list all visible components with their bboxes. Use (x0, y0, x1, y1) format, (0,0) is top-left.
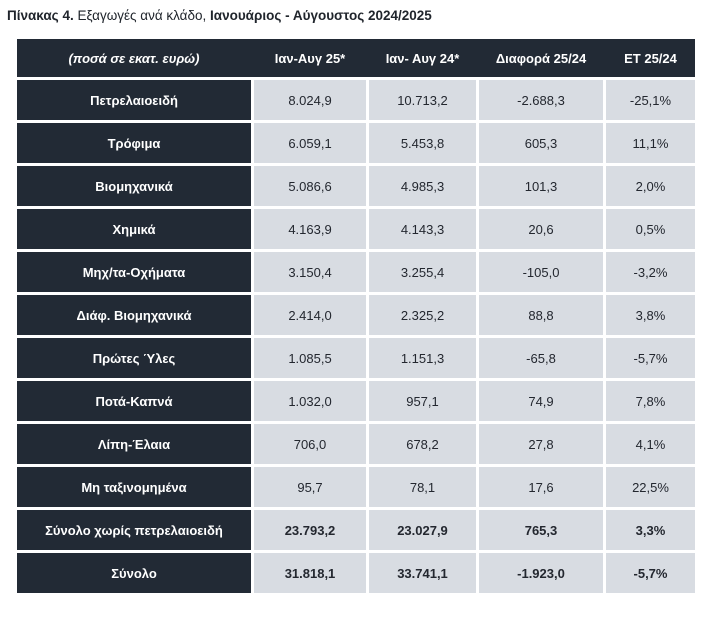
value-cell-rate: 11,1% (606, 123, 695, 163)
value-cell-previous-period: 957,1 (369, 381, 476, 421)
value-cell-difference: -2.688,3 (479, 80, 603, 120)
value-cell-difference: 20,6 (479, 209, 603, 249)
value-cell-current-period: 2.414,0 (254, 295, 366, 335)
value-cell-difference: 101,3 (479, 166, 603, 206)
value-cell-previous-period: 4.143,3 (369, 209, 476, 249)
value-cell-difference: 27,8 (479, 424, 603, 464)
value-cell-previous-period: 4.985,3 (369, 166, 476, 206)
value-cell-previous-period: 678,2 (369, 424, 476, 464)
row-label-cell: Πρώτες Ύλες (17, 338, 251, 378)
value-cell-previous-period: 78,1 (369, 467, 476, 507)
value-cell-current-period: 23.793,2 (254, 510, 366, 550)
exports-by-sector-table: (ποσά σε εκατ. ευρώ) Ιαν-Αυγ 25* Ιαν- Αυγ … (17, 39, 695, 593)
table-row: Τρόφιμα 6.059,1 5.453,8 605,3 11,1% (17, 123, 695, 163)
row-label-cell: Ποτά-Καπνά (17, 381, 251, 421)
row-label-cell: Βιομηχανικά (17, 166, 251, 206)
table-row: Διάφ. Βιομηχανικά 2.414,0 2.325,2 88,8 3… (17, 295, 695, 335)
value-cell-previous-period: 3.255,4 (369, 252, 476, 292)
value-cell-previous-period: 33.741,1 (369, 553, 476, 593)
value-cell-current-period: 6.059,1 (254, 123, 366, 163)
value-cell-previous-period: 1.151,3 (369, 338, 476, 378)
value-cell-current-period: 95,7 (254, 467, 366, 507)
value-cell-difference: 17,6 (479, 467, 603, 507)
row-label-cell: Μη ταξινομημένα (17, 467, 251, 507)
page-title: Πίνακας 4. Εξαγωγές ανά κλάδο, Ιανουάριο… (7, 8, 432, 23)
value-cell-rate: 4,1% (606, 424, 695, 464)
table-header-row: (ποσά σε εκατ. ευρώ) Ιαν-Αυγ 25* Ιαν- Αυγ … (17, 39, 695, 77)
value-cell-difference: 605,3 (479, 123, 603, 163)
table-row: Βιομηχανικά 5.086,6 4.985,3 101,3 2,0% (17, 166, 695, 206)
value-cell-rate: 0,5% (606, 209, 695, 249)
value-cell-current-period: 3.150,4 (254, 252, 366, 292)
table-row: Σύνολο 31.818,1 33.741,1 -1.923,0 -5,7% (17, 553, 695, 593)
value-cell-current-period: 5.086,6 (254, 166, 366, 206)
row-label-cell: Λίπη-Έλαια (17, 424, 251, 464)
value-cell-rate: 22,5% (606, 467, 695, 507)
value-cell-current-period: 8.024,9 (254, 80, 366, 120)
value-cell-previous-period: 5.453,8 (369, 123, 476, 163)
value-cell-rate: -3,2% (606, 252, 695, 292)
value-cell-difference: -1.923,0 (479, 553, 603, 593)
value-cell-difference: 74,9 (479, 381, 603, 421)
row-label-cell: Σύνολο χωρίς πετρελαιοειδή (17, 510, 251, 550)
value-cell-rate: 3,8% (606, 295, 695, 335)
table-row: Πετρελαιοειδή 8.024,9 10.713,2 -2.688,3 … (17, 80, 695, 120)
column-header-1: Ιαν-Αυγ 25* (274, 50, 346, 66)
value-cell-difference: -65,8 (479, 338, 603, 378)
row-label-cell: Σύνολο (17, 553, 251, 593)
value-cell-current-period: 4.163,9 (254, 209, 366, 249)
value-cell-difference: -105,0 (479, 252, 603, 292)
title-description: Εξαγωγές ανά κλάδο, (73, 8, 211, 23)
column-header-0: (ποσά σε εκατ. ευρώ) (68, 50, 200, 66)
value-cell-previous-period: 10.713,2 (369, 80, 476, 120)
title-period: Ιανουάριος - Αύγουστος 2024/2025 (210, 8, 432, 23)
value-cell-rate: -25,1% (606, 80, 695, 120)
value-cell-rate: 7,8% (606, 381, 695, 421)
row-label-cell: Διάφ. Βιομηχανικά (17, 295, 251, 335)
value-cell-rate: 3,3% (606, 510, 695, 550)
column-header-3: Διαφορά 25/24 (495, 50, 587, 66)
column-header-4: ΕΤ 25/24 (624, 50, 677, 66)
value-cell-previous-period: 23.027,9 (369, 510, 476, 550)
table-row: Χημικά 4.163,9 4.143,3 20,6 0,5% (17, 209, 695, 249)
value-cell-current-period: 31.818,1 (254, 553, 366, 593)
value-cell-current-period: 1.085,5 (254, 338, 366, 378)
table-row: Λίπη-Έλαια 706,0 678,2 27,8 4,1% (17, 424, 695, 464)
value-cell-rate: -5,7% (606, 553, 695, 593)
value-cell-rate: -5,7% (606, 338, 695, 378)
value-cell-current-period: 1.032,0 (254, 381, 366, 421)
column-header-2: Ιαν- Αυγ 24* (385, 50, 460, 66)
row-label-cell: Πετρελαιοειδή (17, 80, 251, 120)
row-label-cell: Μηχ/τα-Οχήματα (17, 252, 251, 292)
row-label-cell: Τρόφιμα (17, 123, 251, 163)
table-row: Μη ταξινομημένα 95,7 78,1 17,6 22,5% (17, 467, 695, 507)
value-cell-difference: 765,3 (479, 510, 603, 550)
table-row: Σύνολο χωρίς πετρελαιοειδή 23.793,2 23.0… (17, 510, 695, 550)
table-row: Μηχ/τα-Οχήματα 3.150,4 3.255,4 -105,0 -3… (17, 252, 695, 292)
value-cell-previous-period: 2.325,2 (369, 295, 476, 335)
title-table-number: Πίνακας 4. (7, 8, 74, 23)
value-cell-rate: 2,0% (606, 166, 695, 206)
value-cell-difference: 88,8 (479, 295, 603, 335)
value-cell-current-period: 706,0 (254, 424, 366, 464)
table-row: Πρώτες Ύλες 1.085,5 1.151,3 -65,8 -5,7% (17, 338, 695, 378)
table-row: Ποτά-Καπνά 1.032,0 957,1 74,9 7,8% (17, 381, 695, 421)
row-label-cell: Χημικά (17, 209, 251, 249)
